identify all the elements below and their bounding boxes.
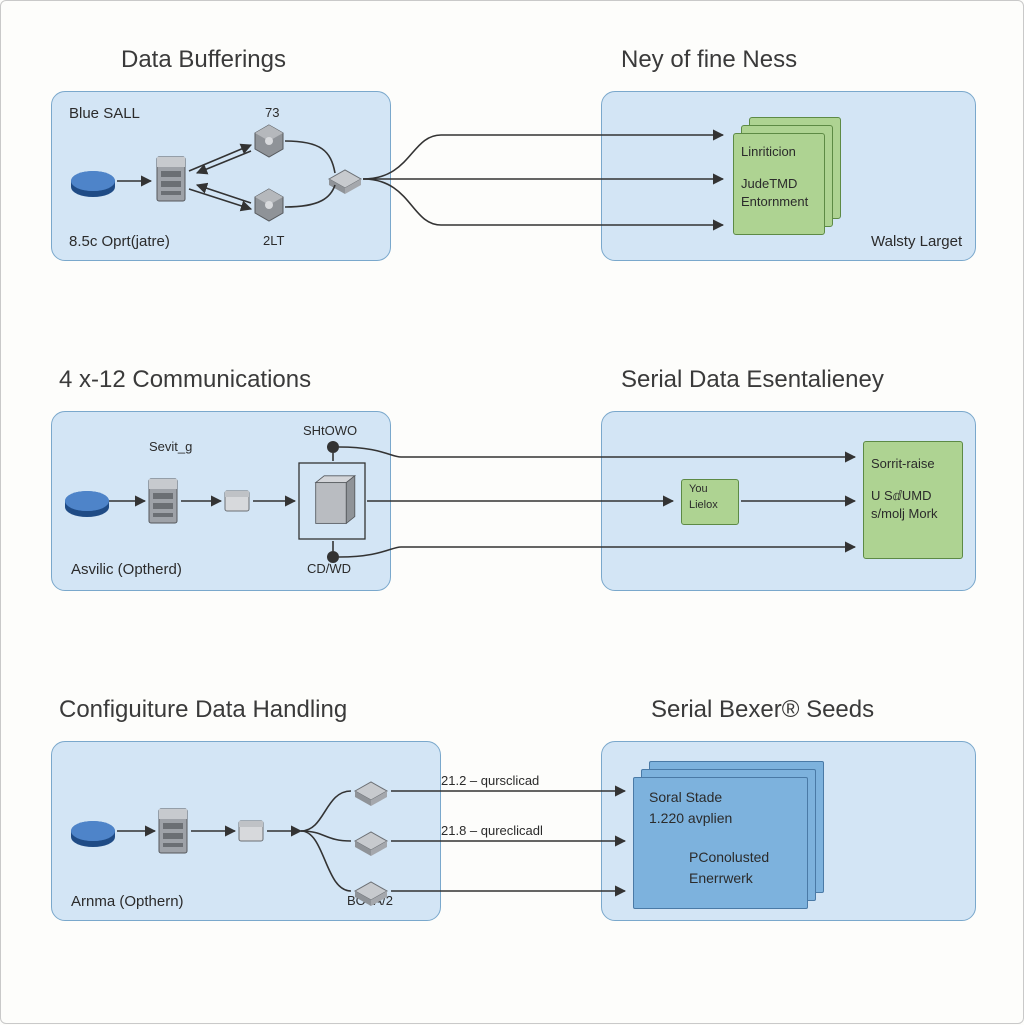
diagram-svg bbox=[1, 1, 1024, 1025]
module-icon bbox=[239, 821, 263, 841]
disk-icon bbox=[71, 171, 115, 197]
chip-icon bbox=[355, 832, 387, 856]
server-icon bbox=[159, 809, 187, 853]
server-icon bbox=[149, 479, 177, 523]
node-icon bbox=[327, 441, 339, 453]
row3-internal-arrows bbox=[117, 791, 351, 891]
chip-icon bbox=[329, 170, 361, 194]
row1-internal-arrows bbox=[117, 141, 335, 209]
row3-cross-arrows bbox=[391, 791, 625, 891]
row1-cross-arrows bbox=[363, 135, 723, 225]
server-icon bbox=[157, 157, 185, 201]
row2-cross-arrows bbox=[339, 447, 855, 557]
node-icon bbox=[327, 551, 339, 563]
disk-icon bbox=[71, 821, 115, 847]
chip-icon bbox=[355, 782, 387, 806]
chip-icon bbox=[355, 882, 387, 906]
hexagon-icon bbox=[255, 189, 283, 221]
disk-icon bbox=[65, 491, 109, 517]
cube-icon bbox=[316, 476, 355, 524]
module-icon bbox=[225, 491, 249, 511]
hexagon-icon bbox=[255, 125, 283, 157]
